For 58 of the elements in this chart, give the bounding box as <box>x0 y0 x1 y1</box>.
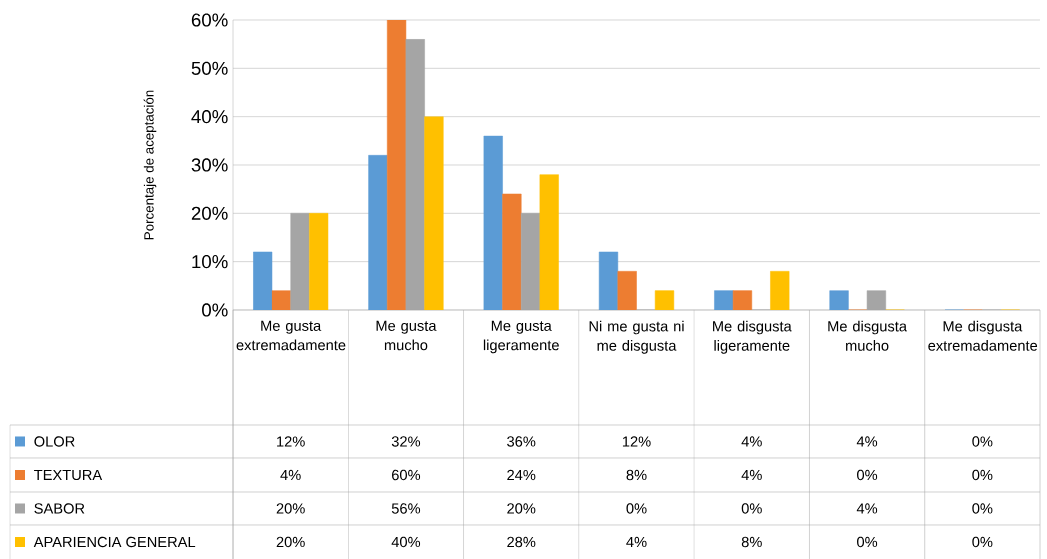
data-label: 20% <box>276 536 305 548</box>
data-label: 12% <box>277 436 305 447</box>
data-label: 12% <box>622 436 651 447</box>
data-label: 4% <box>856 436 878 447</box>
bar <box>714 290 734 310</box>
bar <box>598 251 619 310</box>
data-label: 4% <box>280 469 301 481</box>
y-tick-label: 30% <box>191 158 228 172</box>
data-label: 0% <box>972 469 993 481</box>
data-label: 4% <box>741 436 762 447</box>
data-label: 40% <box>391 536 421 548</box>
data-label: 4% <box>856 503 878 514</box>
y-tick-label: 60% <box>191 13 228 27</box>
data-label: 4% <box>626 536 647 548</box>
legend-label: APARIENCIA GENERAL <box>33 536 196 548</box>
bar <box>502 193 522 310</box>
bar <box>829 290 849 310</box>
bar <box>732 290 753 310</box>
x-tick-label: Ni me gusta ni me disgusta <box>589 320 684 354</box>
x-tick-label: Me gusta ligeramente <box>483 320 559 354</box>
y-tick-label: 20% <box>191 206 228 220</box>
data-label: 0% <box>857 536 878 548</box>
y-tick-label: 0% <box>202 303 228 317</box>
bar <box>386 20 407 310</box>
legend-label: OLOR <box>34 436 75 447</box>
data-label: 8% <box>741 536 762 548</box>
y-tick-label: 50% <box>191 61 228 75</box>
data-label: 0% <box>857 469 878 481</box>
data-label: 8% <box>626 469 647 481</box>
data-label: 4% <box>741 469 762 481</box>
data-label: 0% <box>972 503 993 514</box>
bar <box>253 251 273 310</box>
legend-label: SABOR <box>34 503 85 514</box>
y-axis-title: Porcentaje de aceptación <box>143 90 157 240</box>
data-label: 36% <box>507 436 536 447</box>
bar <box>271 290 291 310</box>
data-label: 0% <box>972 436 993 447</box>
data-label: 0% <box>741 503 762 514</box>
x-tick-label: Me gusta mucho <box>376 320 437 351</box>
x-tick-label: Me disgusta extremadamente <box>928 320 1038 351</box>
data-label: 60% <box>392 469 421 481</box>
data-label: 24% <box>507 469 536 481</box>
data-label: 28% <box>507 536 536 548</box>
data-label: 56% <box>391 503 421 514</box>
y-tick-label: 10% <box>192 255 228 269</box>
y-tick-label: 40% <box>191 110 228 124</box>
data-label: 0% <box>972 536 993 548</box>
x-tick-label: Me disgusta mucho <box>828 320 907 351</box>
data-label: 20% <box>507 503 536 514</box>
bar <box>368 155 388 310</box>
bar <box>617 271 637 310</box>
data-label: 20% <box>276 503 305 514</box>
legend-label: TEXTURA <box>34 469 103 481</box>
data-label: 0% <box>626 503 647 514</box>
bar <box>483 135 503 310</box>
x-tick-label: Me disgusta ligeramente <box>713 320 792 354</box>
data-label: 32% <box>391 436 421 447</box>
x-tick-label: Me gusta extremadamente <box>236 320 346 351</box>
